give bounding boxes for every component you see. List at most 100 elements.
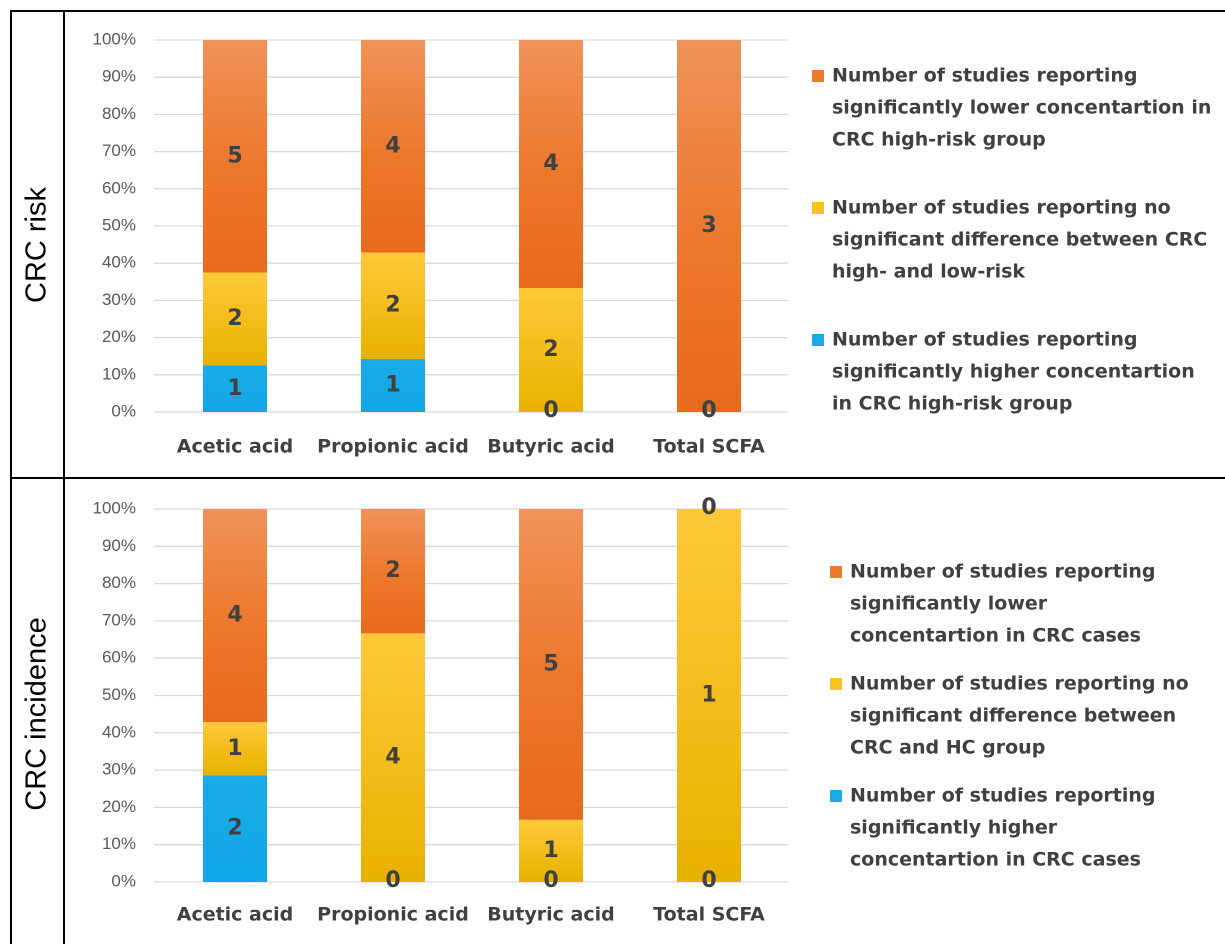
data-label: 2 bbox=[227, 306, 242, 331]
category-label: Acetic acid bbox=[177, 904, 294, 926]
data-label: 4 bbox=[385, 745, 400, 770]
legend-text: Number of studies reporting bbox=[832, 65, 1137, 87]
y-tick-label: 70% bbox=[102, 141, 136, 160]
bar-segment-lower bbox=[203, 509, 267, 723]
bar-segment-lower bbox=[361, 40, 425, 253]
legend-text: Number of studies reporting no bbox=[832, 197, 1171, 219]
data-label: 1 bbox=[227, 376, 242, 401]
outer-border bbox=[10, 10, 1225, 944]
bar-segment-lower bbox=[519, 509, 583, 820]
legend-swatch bbox=[830, 566, 842, 578]
bar-segment-lower bbox=[203, 40, 267, 273]
bar-segment-higher bbox=[203, 365, 267, 412]
legend-text: Number of studies reporting bbox=[832, 329, 1137, 351]
panel-crc-incidence: CRC incidence 0% 10% 20% 30% 40% 50% 60% 70% 80% 9… bbox=[21, 495, 1189, 926]
bar-segment-nodiff bbox=[519, 288, 583, 412]
row-title: CRC risk bbox=[21, 187, 53, 303]
data-label: 2 bbox=[543, 337, 558, 362]
figure-frame bbox=[10, 10, 1225, 944]
data-label: 2 bbox=[385, 293, 400, 318]
bar-segment-lower bbox=[361, 509, 425, 634]
legend-text: significant difference between CRC bbox=[832, 229, 1207, 251]
y-tick-label: 30% bbox=[102, 760, 136, 779]
legend-item-nodiff: Number of studies reporting no significan… bbox=[830, 673, 1189, 759]
category-label: Acetic acid bbox=[177, 436, 294, 458]
y-tick-label: 50% bbox=[102, 215, 136, 234]
y-tick-label: 60% bbox=[102, 648, 136, 667]
data-label: 0 bbox=[543, 868, 558, 893]
data-label: 1 bbox=[701, 683, 716, 708]
legend-text: concentartion in CRC cases bbox=[850, 625, 1141, 647]
charts: CRC risk0%10%20%30%40%50%60%70%80%90%100… bbox=[21, 29, 1212, 925]
legend-text: significantly lower bbox=[850, 593, 1048, 615]
bar-segment-lower bbox=[519, 40, 583, 288]
bar-segment-higher bbox=[203, 775, 267, 882]
y-tick-label: 90% bbox=[102, 67, 136, 86]
bar-segment-lower bbox=[677, 40, 741, 412]
data-label: 2 bbox=[385, 558, 400, 583]
legend-text: Number of studies reporting bbox=[850, 785, 1155, 807]
legend-text: significantly higher bbox=[850, 817, 1058, 839]
y-tick-label: 60% bbox=[102, 178, 136, 197]
data-label: 0 bbox=[543, 398, 558, 423]
legend-swatch bbox=[830, 678, 842, 690]
y-tick-label: 40% bbox=[102, 722, 136, 741]
legend-text: Number of studies reporting no bbox=[850, 673, 1189, 695]
bar-segment-nodiff bbox=[361, 252, 425, 359]
category-label: Total SCFA bbox=[653, 904, 765, 926]
category-label: Propionic acid bbox=[317, 904, 469, 926]
data-label: 1 bbox=[385, 372, 400, 397]
data-label: 4 bbox=[543, 151, 558, 176]
data-label: 5 bbox=[543, 651, 558, 676]
data-label: 0 bbox=[385, 868, 400, 893]
data-label: 4 bbox=[385, 133, 400, 158]
data-label: 2 bbox=[227, 816, 242, 841]
panel-crc-risk: CRC risk0%10%20%30%40%50%60%70%80%90%100… bbox=[21, 29, 1212, 457]
category-label: Butyric acid bbox=[487, 904, 614, 926]
legend-item-higher: Number of studies reporting significantly… bbox=[830, 785, 1155, 871]
legend-text: significantly higher concentartion bbox=[832, 361, 1195, 383]
y-tick-label: 70% bbox=[102, 610, 136, 629]
y-tick-label: 30% bbox=[102, 290, 136, 309]
data-label: 0 bbox=[701, 868, 716, 893]
category-label: Butyric acid bbox=[487, 436, 614, 458]
y-tick-label: 0% bbox=[111, 871, 136, 890]
legend-swatch bbox=[812, 70, 824, 82]
data-label: 3 bbox=[701, 213, 716, 238]
legend-text: concentartion in CRC cases bbox=[850, 849, 1141, 871]
legend-item-lower: Number of studies reporting significantly… bbox=[812, 65, 1211, 151]
legend-swatch bbox=[812, 334, 824, 346]
legend-text: significant difference between bbox=[850, 705, 1176, 727]
legend-item-higher: Number of studies reporting significantly… bbox=[812, 329, 1195, 415]
legend-text: high- and low-risk bbox=[832, 261, 1025, 283]
legend-text: in CRC high-risk group bbox=[832, 393, 1072, 415]
data-label: 4 bbox=[227, 603, 242, 628]
y-tick-label: 40% bbox=[102, 253, 136, 272]
bar-segment-nodiff bbox=[203, 722, 267, 776]
y-tick-label: 50% bbox=[102, 685, 136, 704]
data-label: 1 bbox=[227, 736, 242, 761]
bar-segment-nodiff bbox=[677, 509, 741, 882]
legend-text: significantly lower concentartion in bbox=[832, 97, 1211, 119]
legend-text: CRC high-risk group bbox=[832, 129, 1046, 151]
y-tick-label: 10% bbox=[102, 364, 136, 383]
legend-swatch bbox=[812, 202, 824, 214]
y-tick-label: 20% bbox=[102, 797, 136, 816]
y-tick-label: 80% bbox=[102, 104, 136, 123]
legend-text: Number of studies reporting bbox=[850, 561, 1155, 583]
legend-text: CRC and HC group bbox=[850, 737, 1045, 759]
y-tick-label: 10% bbox=[102, 834, 136, 853]
y-tick-label: 100% bbox=[93, 498, 136, 517]
row-title: CRC incidence bbox=[21, 617, 53, 810]
bar-segment-nodiff bbox=[361, 633, 425, 882]
data-label: 0 bbox=[701, 495, 716, 520]
legend-item-lower: Number of studies reporting significantly… bbox=[830, 561, 1155, 647]
category-label: Propionic acid bbox=[317, 436, 469, 458]
bar-segment-higher bbox=[361, 358, 425, 412]
bar-segment-nodiff bbox=[203, 272, 267, 366]
legend-item-nodiff: Number of studies reporting no significan… bbox=[812, 197, 1207, 283]
category-label: Total SCFA bbox=[653, 436, 765, 458]
data-label: 0 bbox=[701, 398, 716, 423]
data-label: 0 bbox=[701, 398, 716, 423]
